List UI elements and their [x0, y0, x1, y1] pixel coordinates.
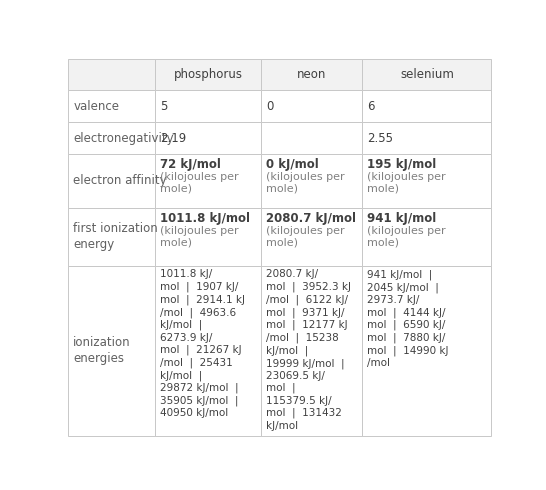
- Bar: [155, 266, 261, 436]
- Bar: [68, 208, 155, 266]
- Text: (kilojoules per
mole): (kilojoules per mole): [367, 226, 446, 248]
- Text: 941 kJ/mol  |
2045 kJ/mol  |
2973.7 kJ/
mol  |  4144 kJ/
mol  |  6590 kJ/
mol  |: 941 kJ/mol | 2045 kJ/mol | 2973.7 kJ/ mo…: [367, 270, 449, 368]
- Text: 941 kJ/mol: 941 kJ/mol: [367, 212, 437, 224]
- Text: 72 kJ/mol: 72 kJ/mol: [160, 158, 221, 171]
- Bar: [261, 122, 363, 154]
- Bar: [261, 91, 363, 122]
- Text: 5: 5: [160, 100, 168, 113]
- Text: ionization
energies: ionization energies: [73, 336, 131, 366]
- Text: 0: 0: [266, 100, 273, 113]
- Text: 2080.7 kJ/
mol  |  3952.3 kJ
/mol  |  6122 kJ/
mol  |  9371 kJ/
mol  |  12177 kJ: 2080.7 kJ/ mol | 3952.3 kJ /mol | 6122 k…: [266, 270, 351, 431]
- Bar: [155, 59, 261, 91]
- Text: (kilojoules per
mole): (kilojoules per mole): [266, 172, 345, 194]
- Text: (kilojoules per
mole): (kilojoules per mole): [160, 172, 239, 194]
- Bar: [68, 59, 155, 91]
- Bar: [363, 266, 491, 436]
- Text: selenium: selenium: [400, 68, 454, 81]
- Text: (kilojoules per
mole): (kilojoules per mole): [367, 172, 446, 194]
- Text: first ionization
energy: first ionization energy: [73, 222, 158, 251]
- Text: phosphorus: phosphorus: [174, 68, 242, 81]
- Bar: [68, 266, 155, 436]
- Text: electronegativity: electronegativity: [73, 131, 174, 145]
- Text: 1011.8 kJ/
mol  |  1907 kJ/
mol  |  2914.1 kJ
/mol  |  4963.6
kJ/mol  |
6273.9 k: 1011.8 kJ/ mol | 1907 kJ/ mol | 2914.1 k…: [160, 270, 245, 418]
- Text: neon: neon: [297, 68, 327, 81]
- Text: (kilojoules per
mole): (kilojoules per mole): [160, 226, 239, 248]
- Text: 6: 6: [367, 100, 375, 113]
- Bar: [155, 91, 261, 122]
- Bar: [68, 154, 155, 208]
- Bar: [68, 122, 155, 154]
- Text: electron affinity: electron affinity: [73, 174, 167, 187]
- Bar: [363, 59, 491, 91]
- Text: valence: valence: [73, 100, 120, 113]
- Text: 2080.7 kJ/mol: 2080.7 kJ/mol: [266, 212, 356, 224]
- Bar: [363, 208, 491, 266]
- Text: (kilojoules per
mole): (kilojoules per mole): [266, 226, 345, 248]
- Bar: [363, 91, 491, 122]
- Bar: [68, 91, 155, 122]
- Text: 2.55: 2.55: [367, 131, 394, 145]
- Bar: [363, 154, 491, 208]
- Bar: [261, 266, 363, 436]
- Text: 195 kJ/mol: 195 kJ/mol: [367, 158, 437, 171]
- Text: 0 kJ/mol: 0 kJ/mol: [266, 158, 319, 171]
- Bar: [261, 208, 363, 266]
- Bar: [261, 154, 363, 208]
- Bar: [363, 122, 491, 154]
- Bar: [261, 59, 363, 91]
- Bar: [155, 208, 261, 266]
- Text: 2.19: 2.19: [160, 131, 186, 145]
- Bar: [155, 154, 261, 208]
- Text: 1011.8 kJ/mol: 1011.8 kJ/mol: [160, 212, 250, 224]
- Bar: [155, 122, 261, 154]
